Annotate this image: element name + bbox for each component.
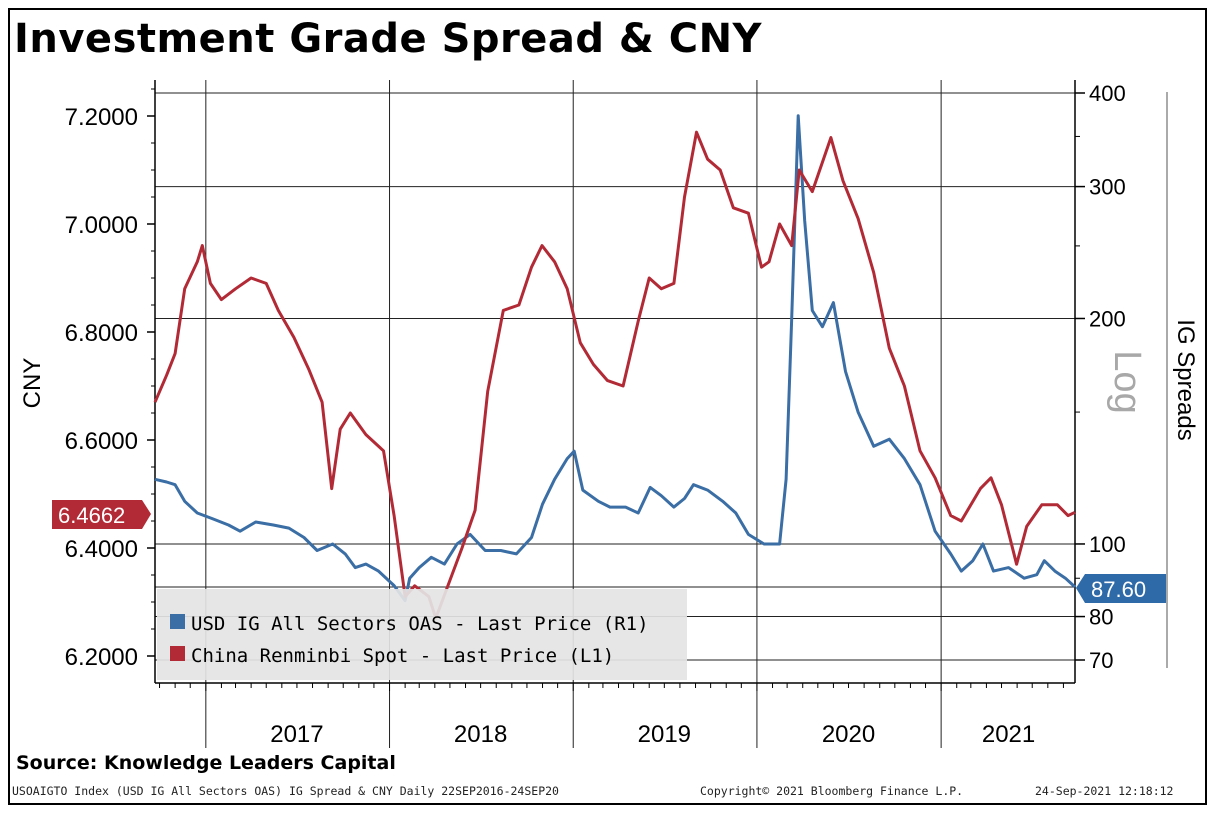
cny-last-value: 6.4662 — [58, 503, 125, 528]
legend-label-cny: China Renminbi Spot - Last Price (L1) — [191, 645, 614, 667]
x-tick-label-3: 2020 — [822, 721, 875, 748]
cny-last-badge — [52, 500, 151, 529]
legend-swatch-cny — [170, 646, 185, 661]
left-tick-label-4: 6.4000 — [65, 536, 138, 563]
right-tick-label-0: 400 — [1089, 81, 1126, 106]
x-tick-label-2: 2019 — [638, 721, 691, 748]
badges: 6.4662 87.60 — [52, 500, 1166, 603]
left-tick-label-5: 6.2000 — [65, 644, 138, 671]
chart-title: Investment Grade Spread & CNY — [14, 16, 763, 62]
right-axis-label: IG Spreads — [1172, 319, 1199, 440]
ig-last-badge — [1076, 574, 1166, 603]
right-tick-label-1: 300 — [1089, 175, 1126, 200]
x-tick-label-0: 2017 — [270, 721, 323, 748]
series-layer — [153, 114, 1077, 620]
series-line-cny — [153, 130, 1076, 620]
legend: USD IG All Sectors OAS - Last Price (R1)… — [157, 589, 687, 680]
left-axis-label: CNY — [19, 358, 46, 409]
left-tick-label-1: 7.0000 — [65, 212, 138, 239]
x-tick-label-1: 2018 — [454, 721, 507, 748]
left-tick-label-3: 6.6000 — [65, 428, 138, 455]
legend-swatch-ig — [170, 614, 185, 629]
axes: 7.2000 7.0000 6.8000 6.6000 6.4000 6.2000 400 3… — [65, 80, 1168, 748]
right-tick-label-3: 100 — [1089, 532, 1126, 557]
legend-label-ig: USD IG All Sectors OAS - Last Price (R1) — [191, 613, 649, 635]
footer-copyright: Copyright© 2021 Bloomberg Finance L.P. — [700, 784, 964, 798]
footer-timestamp: 24-Sep-2021 12:18:12 — [1035, 784, 1174, 798]
log-scale-label: Log — [1106, 350, 1148, 413]
series-line-ig-spread — [154, 114, 1077, 603]
left-tick-label-0: 7.2000 — [65, 104, 138, 131]
footer-index-info: USOAIGTO Index (USD IG All Sectors OAS) … — [12, 784, 559, 798]
right-tick-label-2: 200 — [1089, 306, 1126, 331]
right-tick-label-4: 80 — [1089, 605, 1113, 630]
x-tick-label-4: 2021 — [982, 721, 1035, 748]
ig-last-value: 87.60 — [1091, 577, 1146, 602]
right-tick-label-5: 70 — [1089, 648, 1113, 673]
left-tick-label-2: 6.8000 — [65, 320, 138, 347]
source-note: Source: Knowledge Leaders Capital — [16, 752, 396, 774]
legend-box — [157, 589, 687, 680]
